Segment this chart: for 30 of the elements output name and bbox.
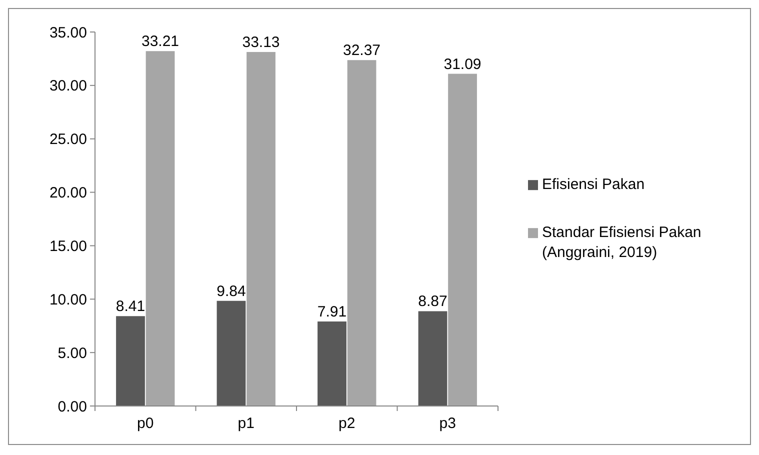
x-tick-label: p3	[439, 415, 456, 432]
bar	[418, 311, 448, 406]
y-tick-label: 20.00	[49, 184, 87, 202]
bar	[146, 51, 175, 406]
data-label: 32.37	[342, 42, 381, 60]
bar	[216, 300, 246, 406]
y-tick-label: 15.00	[49, 238, 87, 255]
data-label: 31.09	[444, 56, 482, 73]
bar	[448, 74, 477, 406]
legend-label: Efisiensi Pakan	[542, 176, 645, 194]
y-tick-label: 30.00	[49, 78, 87, 95]
legend-label: Standar Efisiensi Pakan (Anggraini, 2019)	[542, 224, 702, 262]
data-label: 8.41	[116, 298, 146, 316]
y-tick-label: 10.00	[49, 291, 87, 308]
y-tick-label: 35.00	[49, 24, 87, 42]
y-tick-label: 5.00	[58, 344, 87, 362]
data-label: 33.21	[141, 33, 180, 50]
x-tick-label: p2	[338, 415, 356, 432]
data-label: 8.87	[418, 293, 448, 310]
bar	[347, 60, 376, 406]
bar	[318, 321, 346, 406]
data-label: 33.13	[242, 34, 280, 51]
bar	[116, 316, 145, 406]
data-label: 9.84	[216, 282, 246, 300]
y-tick-label: 25.00	[49, 131, 87, 148]
y-tick-label: 0.00	[58, 398, 87, 416]
x-tick-label: p1	[238, 415, 254, 432]
x-tick-label: p0	[137, 415, 154, 432]
data-label: 7.91	[317, 303, 347, 320]
bar	[246, 52, 276, 406]
